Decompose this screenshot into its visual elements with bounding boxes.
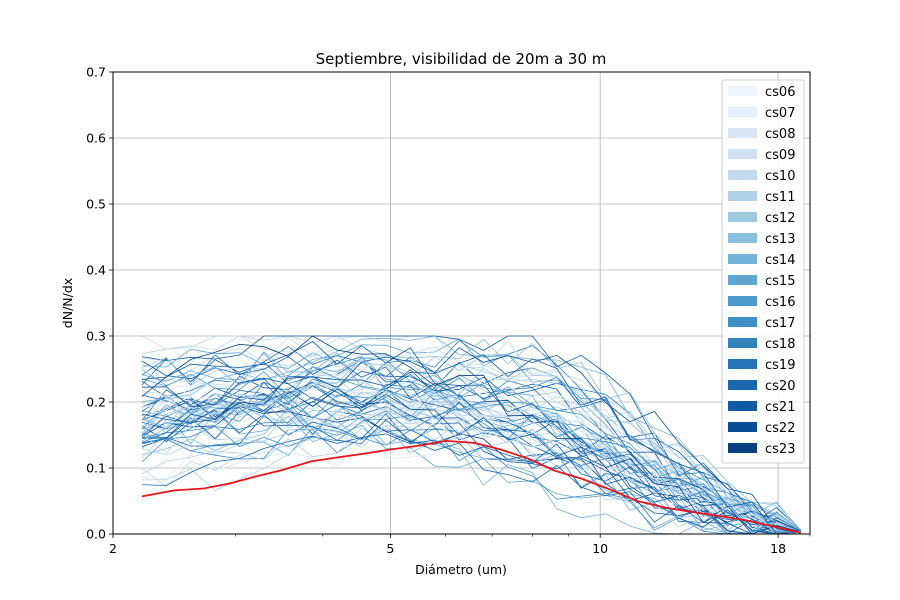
legend-label: cs15 <box>765 274 795 289</box>
legend-label: cs09 <box>765 148 795 163</box>
background-series-line <box>141 353 801 535</box>
legend-label: cs16 <box>765 295 795 310</box>
background-series-line <box>141 416 801 532</box>
background-series-line <box>141 352 801 535</box>
axis-ticks: 0.0 0.1 0.2 0.3 0.4 0.5 0.6 0.7 2 5 10 18 <box>86 65 811 556</box>
chart-title: Septiembre, visibilidad de 20m a 30 m <box>316 50 607 68</box>
legend: cs06 cs07 cs08 cs09 cs10 cs11 cs12 cs13 cs14 cs15… <box>721 79 805 464</box>
x-tick-label: 2 <box>109 541 117 556</box>
legend-label: cs13 <box>765 232 795 247</box>
background-series-line <box>141 408 802 533</box>
mean-series-line <box>141 439 802 534</box>
legend-swatch <box>728 380 757 390</box>
legend-swatch <box>728 86 757 96</box>
legend-label: cs07 <box>765 106 795 121</box>
legend-label: cs19 <box>765 358 795 373</box>
background-series-line <box>141 387 802 535</box>
y-tick-label: 0.1 <box>86 461 106 476</box>
legend-label: cs08 <box>765 127 795 142</box>
background-series-line <box>141 409 801 535</box>
x-tick-label: 5 <box>386 541 394 556</box>
legend-swatch <box>728 191 757 201</box>
legend-label: cs12 <box>765 211 795 226</box>
background-series-line <box>141 377 801 534</box>
background-series-line <box>141 347 801 533</box>
legend-label: cs10 <box>765 169 795 184</box>
legend-swatch <box>728 233 757 243</box>
background-series-line <box>141 354 801 535</box>
legend-label: cs22 <box>765 421 795 436</box>
background-series-line <box>141 407 801 535</box>
legend-swatch <box>728 149 757 159</box>
legend-label: cs21 <box>765 400 795 415</box>
legend-swatch <box>728 317 757 327</box>
background-series-line <box>141 433 801 532</box>
legend-swatch <box>728 212 757 222</box>
x-tick-label: 18 <box>770 541 786 556</box>
x-tick-label: 10 <box>592 541 608 556</box>
background-series-line <box>141 406 801 531</box>
legend-swatch <box>728 443 757 453</box>
background-series-line <box>141 335 801 535</box>
background-series-lines <box>141 335 802 535</box>
y-tick-label: 0.2 <box>86 395 106 410</box>
legend-swatch <box>728 107 757 117</box>
background-series-line <box>141 341 801 532</box>
plot-frame <box>112 71 811 535</box>
legend-swatch <box>728 275 757 285</box>
y-tick-label: 0.3 <box>86 329 106 344</box>
background-series-line <box>141 348 801 535</box>
legend-label: cs20 <box>765 379 795 394</box>
y-axis-title: dN/N/dx <box>60 278 75 328</box>
legend-swatch <box>728 422 757 432</box>
background-series-line <box>141 352 801 535</box>
background-series-line <box>141 434 802 533</box>
legend-label: cs06 <box>765 85 795 100</box>
y-tick-label: 0.7 <box>86 65 106 80</box>
legend-label: cs23 <box>765 442 795 457</box>
background-series-line <box>141 353 802 532</box>
legend-label: cs11 <box>765 190 795 205</box>
legend-swatch <box>728 296 757 306</box>
legend-swatch <box>728 170 757 180</box>
legend-swatch <box>728 128 757 138</box>
background-series-line <box>141 394 802 533</box>
background-series-line <box>141 415 801 535</box>
background-series-line <box>141 338 802 531</box>
legend-swatch <box>728 338 757 348</box>
y-tick-label: 0.0 <box>86 527 106 542</box>
background-series-line <box>141 401 801 532</box>
legend-swatch <box>728 254 757 264</box>
legend-label: cs14 <box>765 253 795 268</box>
y-tick-label: 0.6 <box>86 131 106 146</box>
legend-label: cs18 <box>765 337 795 352</box>
legend-swatch <box>728 359 757 369</box>
background-series-line <box>141 335 801 535</box>
mean-series <box>141 439 802 534</box>
legend-swatch <box>728 401 757 411</box>
background-series-line <box>141 376 801 533</box>
legend-label: cs17 <box>765 316 795 331</box>
x-axis-title: Diámetro (um) <box>415 562 507 577</box>
y-tick-label: 0.5 <box>86 197 106 212</box>
y-tick-label: 0.4 <box>86 263 106 278</box>
